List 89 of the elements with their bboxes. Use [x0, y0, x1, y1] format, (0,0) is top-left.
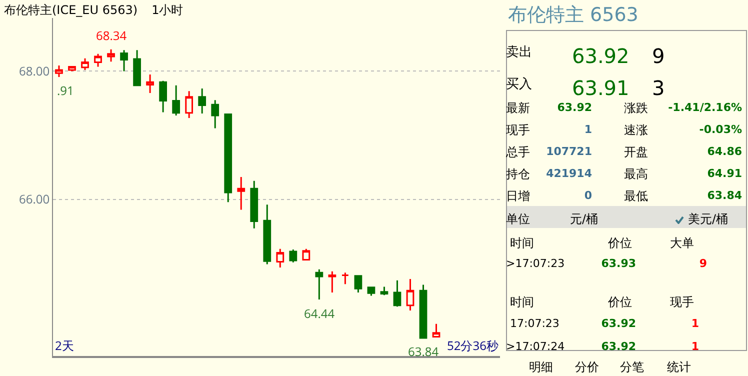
annotation: 2天	[55, 337, 74, 354]
candlestick	[341, 272, 350, 285]
candlestick	[198, 88, 206, 114]
text: 时间	[510, 236, 534, 250]
text: >17:07:23	[506, 257, 565, 270]
text: 9	[652, 44, 665, 68]
candlestick	[211, 99, 220, 130]
annotation: 63.84	[408, 343, 439, 360]
candlestick	[146, 74, 154, 94]
text: 统计	[667, 360, 691, 374]
text: 0	[584, 189, 592, 202]
text: 价位	[608, 236, 632, 250]
candlestick	[81, 58, 89, 71]
candlestick	[185, 90, 194, 119]
annotation: 64.44	[304, 305, 335, 322]
text: 52分36秒	[447, 337, 498, 354]
text: 总手	[506, 145, 530, 159]
text: 大单	[670, 236, 694, 250]
text: 63.92	[572, 44, 630, 68]
text: 421914	[546, 167, 592, 180]
text: 价位	[608, 295, 632, 309]
text: 布伦特主 6563	[508, 4, 638, 26]
text: 64.91	[707, 167, 742, 180]
text: 最低	[624, 189, 648, 203]
text: 63.92	[601, 317, 636, 330]
text: 最高	[624, 167, 648, 181]
annotation: .91	[57, 82, 74, 99]
candlestick	[419, 284, 428, 339]
text: 开盘	[624, 145, 648, 159]
candlestick	[263, 204, 272, 266]
text: 3	[652, 76, 665, 100]
candlestick	[315, 268, 324, 300]
text: 9	[699, 257, 707, 270]
y-tick-label: 68.00	[18, 62, 50, 80]
text: 17:07:23	[510, 317, 560, 330]
text: 63.92	[557, 101, 592, 114]
candlestick	[237, 176, 246, 211]
text: 63.92	[601, 340, 636, 353]
candlestick	[432, 323, 440, 338]
text: 63.84	[707, 189, 742, 202]
candlestick	[393, 280, 402, 308]
text: 明细	[529, 360, 553, 374]
candlestick	[276, 248, 284, 268]
text: 分笔	[620, 360, 644, 374]
text: 1	[691, 317, 699, 330]
text: 卖出	[506, 45, 532, 60]
text: 分价	[575, 360, 599, 374]
text: 最新	[506, 101, 530, 115]
candlestick	[224, 112, 232, 203]
candlestick	[172, 84, 180, 116]
text: -1.41/2.16%	[668, 101, 742, 114]
candlestick	[68, 65, 76, 72]
text: 64.86	[707, 145, 742, 158]
text: 持仓	[506, 167, 530, 181]
text: 时间	[510, 295, 534, 309]
y-tick-label: 66.00	[18, 190, 50, 208]
candlestick	[55, 64, 63, 78]
text: 63.93	[601, 257, 636, 270]
text: 日增	[506, 189, 530, 203]
text: 1	[691, 340, 699, 353]
text: 107721	[546, 145, 592, 158]
text: 买入	[506, 77, 532, 92]
text: >17:07:24	[506, 340, 565, 353]
candlestick	[107, 48, 115, 62]
candlestick	[133, 49, 141, 86]
candlestick	[120, 49, 128, 72]
text: 现手	[670, 295, 694, 309]
candlestick	[328, 270, 336, 294]
candlestick	[94, 53, 102, 68]
text: 单位	[506, 212, 530, 226]
chart-title: 布伦特主(ICE_EU 6563)	[4, 3, 138, 17]
text: -0.03%	[699, 123, 742, 136]
candlestick	[406, 278, 414, 312]
annotation: 68.34	[96, 27, 127, 44]
candlestick	[159, 80, 167, 114]
candlestick	[289, 248, 298, 264]
candlestick	[354, 275, 362, 294]
text: 涨跌	[624, 101, 648, 115]
candlestick	[380, 286, 388, 296]
candlestick	[250, 180, 258, 230]
text: 元/桶	[570, 212, 598, 226]
text: 1	[584, 123, 592, 136]
text: 速涨	[624, 123, 648, 137]
text: 美元/桶	[688, 212, 728, 226]
chart-subtitle: 1小时	[152, 3, 184, 17]
candlestick	[302, 248, 310, 261]
text: 现手	[506, 123, 530, 137]
text: 63.91	[572, 76, 630, 100]
candlestick	[367, 286, 376, 296]
